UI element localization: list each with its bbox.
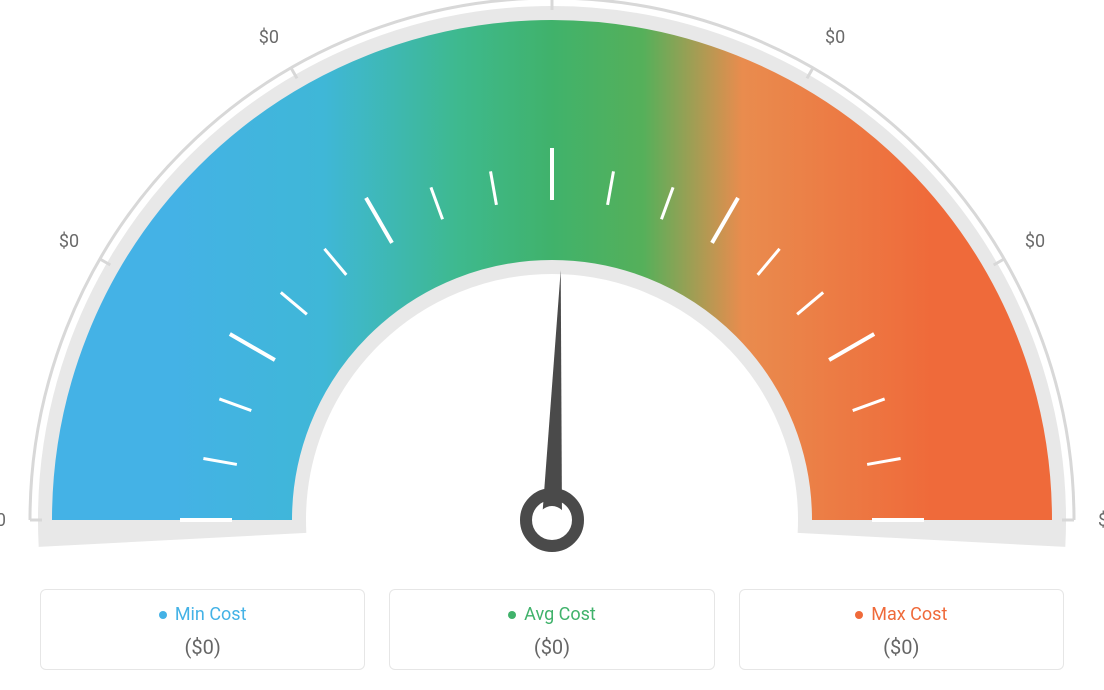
gauge-svg: $0$0$0$0$0$0$0: [0, 0, 1104, 560]
legend-value: ($0): [41, 635, 364, 659]
svg-text:$0: $0: [1098, 510, 1104, 531]
legend-label: Min Cost: [175, 604, 247, 625]
legend-card-max: Max Cost ($0): [739, 589, 1064, 671]
svg-text:$0: $0: [0, 510, 6, 531]
legend-dot-icon: [508, 611, 516, 619]
legend-dot-icon: [855, 611, 863, 619]
legend-row: Min Cost ($0) Avg Cost ($0) Max Cost ($0…: [40, 589, 1064, 671]
svg-text:$0: $0: [259, 27, 279, 48]
legend-value: ($0): [390, 635, 713, 659]
cost-gauge-panel: $0$0$0$0$0$0$0 Min Cost ($0) Avg Cost ($…: [0, 0, 1104, 690]
legend-dot-icon: [159, 611, 167, 619]
svg-text:$0: $0: [825, 27, 845, 48]
gauge-chart: $0$0$0$0$0$0$0: [0, 0, 1104, 560]
legend-card-min: Min Cost ($0): [40, 589, 365, 671]
legend-card-avg: Avg Cost ($0): [389, 589, 714, 671]
legend-value: ($0): [740, 635, 1063, 659]
legend-label: Max Cost: [871, 604, 947, 625]
legend-label: Avg Cost: [524, 604, 596, 625]
svg-text:$0: $0: [59, 231, 79, 252]
svg-text:$0: $0: [1025, 231, 1045, 252]
